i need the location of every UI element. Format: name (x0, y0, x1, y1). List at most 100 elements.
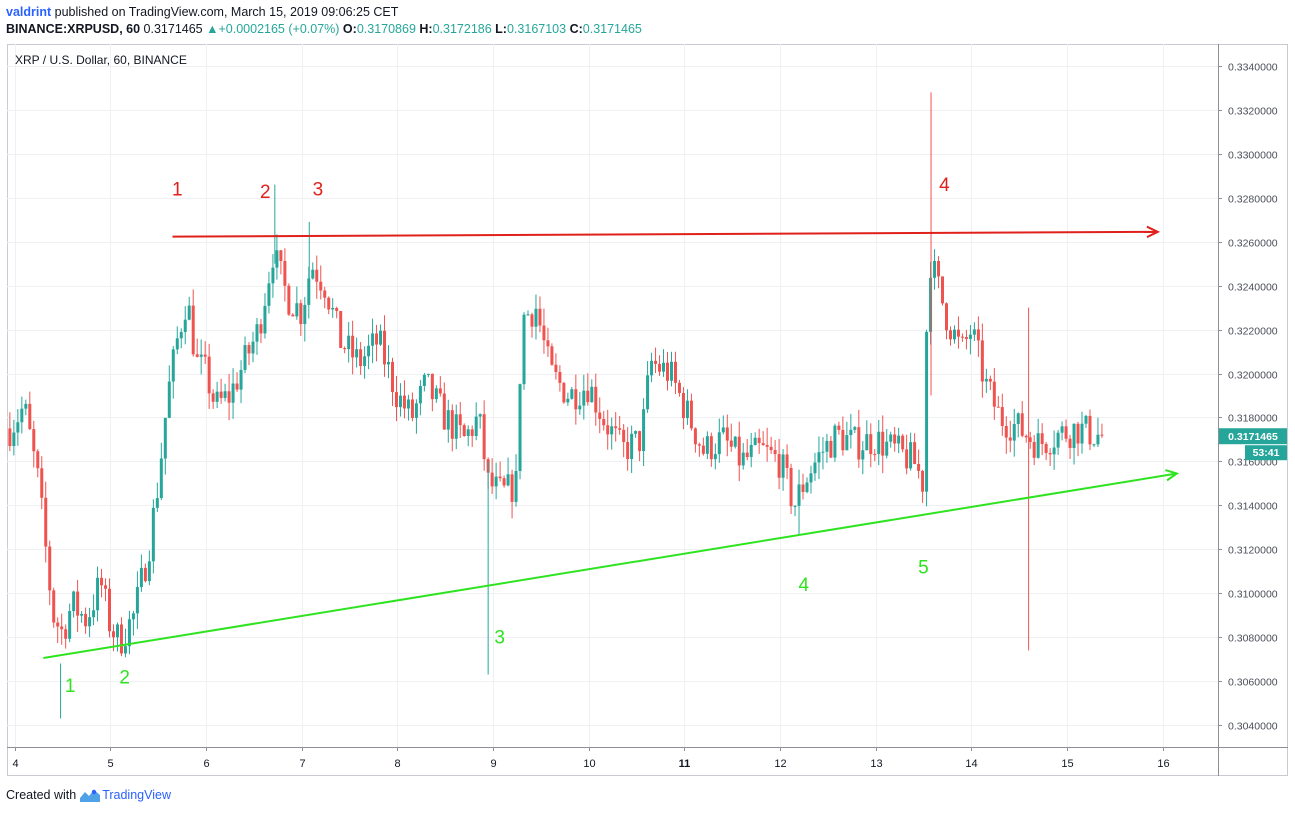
candle-body (490, 472, 494, 487)
candle-body (482, 414, 486, 460)
candle-body (984, 378, 988, 382)
candle-body (88, 617, 92, 627)
candle-body (179, 332, 183, 339)
candle-body (462, 425, 466, 437)
annotation-red: 2 (260, 182, 271, 203)
candle-body (638, 431, 642, 452)
chart-title: XRP / U.S. Dollar, 60, BINANCE (15, 53, 187, 67)
candle-body (28, 403, 32, 430)
candle-body (351, 335, 355, 358)
candle-body (247, 345, 251, 354)
candle-body (574, 389, 578, 410)
candle-body (857, 427, 861, 460)
candle-body (387, 361, 391, 365)
candle-body (1048, 452, 1052, 455)
candle-body (538, 308, 542, 326)
candle-body (937, 260, 941, 277)
candle-body (339, 311, 343, 349)
candle-body (725, 427, 729, 441)
candle-body (972, 329, 976, 335)
candle-body (909, 442, 913, 469)
annotation-red: 1 (172, 180, 183, 201)
candle-body (801, 484, 805, 493)
candle-body (8, 428, 12, 447)
candle-body (355, 349, 359, 358)
candle-body (474, 416, 478, 436)
candle-body (618, 428, 622, 430)
candles (8, 234, 1104, 658)
candle-body (155, 498, 159, 508)
trend-lines[interactable] (43, 225, 1180, 660)
y-tick-label: 0.3080000 (1228, 633, 1278, 645)
tradingview-brand[interactable]: TradingView (102, 788, 171, 802)
y-tick-label: 0.3300000 (1228, 150, 1278, 162)
y-tick-label: 0.3240000 (1228, 282, 1278, 294)
candle-body (558, 371, 562, 383)
candle-body (60, 626, 64, 630)
candle-body (1016, 413, 1020, 425)
candle-body (115, 624, 119, 638)
candle-body (785, 454, 789, 468)
candle-body (705, 436, 709, 454)
candle-body (199, 354, 203, 357)
candle-body (821, 451, 825, 453)
x-tick-label: 13 (870, 758, 882, 770)
candle-body (1000, 407, 1004, 426)
candle-body (287, 285, 291, 315)
author-name[interactable]: valdrint (6, 5, 52, 19)
candle-body (781, 454, 785, 478)
candle-body (789, 467, 793, 507)
candle-body (634, 431, 638, 434)
candle-body (442, 393, 446, 430)
candle-body (917, 463, 921, 471)
candle-body (713, 454, 717, 460)
candle-body (1004, 425, 1008, 438)
annotation-green: 1 (65, 676, 76, 697)
candle-body (379, 330, 383, 345)
candle-body (139, 567, 143, 588)
candle-body (319, 281, 323, 291)
candle-body (494, 476, 498, 487)
x-tick-label: 7 (299, 758, 305, 770)
candle-body (1092, 444, 1096, 446)
last-price-tag-text: 0.3171465 (1228, 431, 1278, 443)
x-tick-label: 4 (12, 758, 18, 770)
y-tick-label: 0.3060000 (1228, 677, 1278, 689)
y-tick-label: 0.3120000 (1228, 545, 1278, 557)
candle-body (422, 374, 426, 387)
candle-body (183, 319, 187, 333)
x-tick-label: 6 (203, 758, 209, 770)
resistance-line[interactable] (172, 230, 1158, 238)
candle-body (1052, 447, 1056, 455)
candle-body (299, 303, 303, 325)
candle-body (470, 429, 474, 436)
candle-body (570, 389, 574, 399)
candle-body (163, 417, 167, 459)
candle-body (347, 335, 351, 350)
candle-body (1056, 432, 1060, 448)
candle-body (650, 360, 654, 376)
open-label: O: (342, 22, 357, 36)
candle-body (331, 307, 335, 310)
candle-body (1032, 442, 1036, 458)
support-line[interactable] (43, 472, 1178, 660)
candle-body (16, 422, 20, 433)
candle-body (438, 388, 442, 394)
candle-body (964, 336, 968, 339)
candle-body (446, 410, 450, 430)
candle-body (1084, 415, 1088, 424)
candle-body (514, 470, 518, 502)
price-change: +0.0002165 (+0.07%) (218, 22, 340, 36)
candle-body (104, 585, 108, 589)
candle-body (1068, 438, 1072, 448)
candle-body (578, 405, 582, 410)
candle-body (323, 290, 327, 298)
candle-body (56, 622, 60, 627)
candle-body (873, 454, 877, 456)
time-axis[interactable]: 4 5 6 7 8 9 10 11 12 13 14 15 16 (12, 747, 1170, 770)
candle-body (598, 412, 602, 419)
candle-body (885, 441, 889, 456)
candle-body (24, 403, 28, 409)
